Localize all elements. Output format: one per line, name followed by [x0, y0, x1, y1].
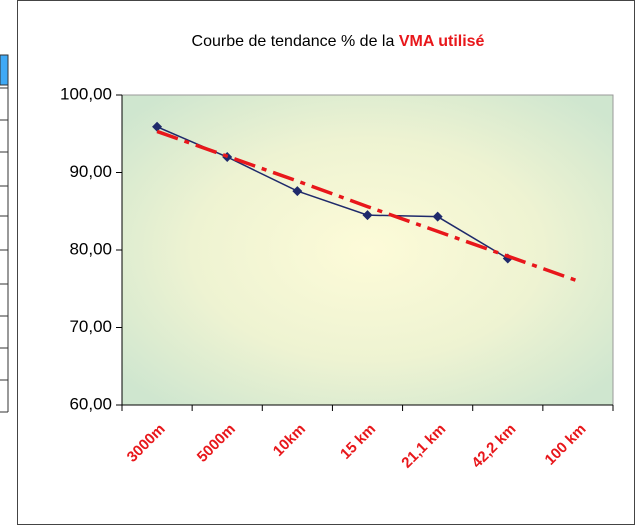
marker [152, 121, 163, 132]
marker [362, 210, 373, 221]
trend-line [156, 129, 579, 283]
y-tick-label: 60,00 [69, 394, 112, 413]
title-highlight: VMA utilisé [399, 33, 485, 50]
marker [292, 186, 303, 197]
title-text: Courbe de tendance % de la [192, 33, 395, 50]
y-tick-label: 70,00 [69, 317, 112, 336]
chart-title: Courbe de tendance % de la VMA utilisé [192, 33, 485, 50]
y-tick-label: 80,00 [69, 239, 112, 258]
plot-area [121, 94, 614, 406]
y-tick-label: 100,00 [60, 84, 112, 103]
marker [432, 211, 443, 222]
sheet-cells [0, 54, 9, 413]
y-tick-label: 90,00 [69, 162, 112, 181]
